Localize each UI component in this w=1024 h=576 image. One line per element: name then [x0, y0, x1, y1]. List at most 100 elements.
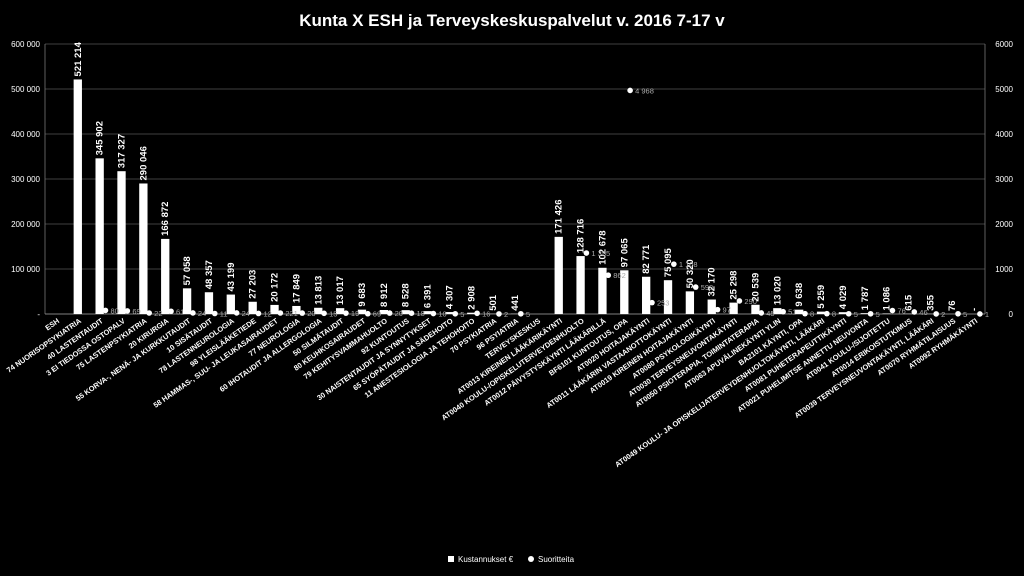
bar	[576, 256, 585, 314]
bar	[620, 270, 629, 314]
dot-point	[211, 310, 218, 317]
bar-value-label: 13 017	[335, 276, 346, 305]
dot-point	[277, 310, 284, 316]
dot-point	[233, 310, 240, 316]
bar	[816, 311, 826, 314]
bar	[357, 309, 367, 314]
dot-value-label: 8	[810, 310, 814, 319]
dot-point	[168, 308, 174, 315]
dot-value-label: 5	[876, 310, 880, 319]
bar	[139, 183, 148, 314]
dot-value-label: 5	[526, 310, 530, 319]
dot-value-label: 16	[482, 309, 490, 318]
bar	[663, 280, 673, 314]
bar	[270, 304, 279, 314]
y2-tick-label: 5000	[995, 85, 1013, 94]
dot-point	[386, 310, 393, 316]
dot-value-label: 18	[417, 309, 425, 318]
dot-value-label: 5	[460, 310, 464, 319]
dot-value-label: 5	[963, 310, 967, 319]
dot-point	[321, 310, 327, 317]
bar-value-label: 521 214	[73, 41, 84, 76]
dot-point	[955, 310, 961, 317]
dot-point	[977, 311, 983, 317]
legend-swatch-bars	[448, 556, 454, 562]
dot-point	[627, 87, 633, 94]
bar-value-label: 32 170	[707, 267, 718, 296]
bar-value-label: 317 327	[117, 134, 128, 168]
y2-tick-label: 0	[1009, 310, 1014, 319]
dot-point	[102, 307, 109, 314]
dot-point	[692, 284, 699, 290]
axes: - 100 000 200 000 300 000 400 000 500 000 600 …	[11, 40, 1013, 319]
bar	[773, 308, 782, 314]
dot-value-label: 2	[941, 310, 945, 319]
legend: Kustannukset € Suoritteita	[448, 555, 575, 564]
dot-point	[714, 306, 721, 313]
bar	[467, 312, 476, 314]
bar-value-label: 57 058	[182, 256, 193, 285]
dot-value-label: 20	[307, 309, 315, 318]
y-tick-label: 200 000	[11, 220, 40, 229]
dot-value-label: 598	[701, 283, 714, 292]
dot-point	[146, 310, 152, 316]
bar-value-label: 102 678	[597, 230, 608, 264]
bar-value-label: 615	[903, 294, 914, 311]
bar	[95, 158, 104, 314]
bar	[401, 310, 410, 314]
y-tick-label: 600 000	[11, 40, 40, 49]
dot-point	[649, 299, 655, 306]
y2-tick-label: 1000	[995, 265, 1013, 274]
bar-value-label: 6 391	[423, 284, 434, 308]
dot-value-label: 253	[657, 299, 670, 308]
dot-point	[845, 310, 852, 317]
dot-value-label: 80	[110, 306, 118, 315]
dot-value-label: 20	[395, 309, 403, 318]
bar	[182, 288, 192, 314]
bar	[117, 171, 126, 314]
dot-point	[605, 272, 612, 279]
dot-point	[911, 309, 918, 315]
bar-value-label: 355	[925, 294, 936, 311]
y2-tick-label: 4000	[995, 130, 1013, 139]
bar-value-label: 17 849	[291, 274, 302, 303]
dot-point	[255, 310, 262, 317]
dot-point	[780, 308, 786, 315]
dot-point	[802, 310, 808, 317]
bar-value-label: 20 172	[270, 273, 281, 302]
bar-value-label: 27 203	[248, 270, 259, 299]
bar-value-label: 501	[488, 294, 499, 311]
dot-value-label: 61	[176, 307, 184, 316]
bar-value-label: 166 872	[160, 202, 171, 236]
dot-value-label: 1	[985, 310, 989, 319]
dot-point	[758, 310, 765, 316]
bar-value-label: 1 787	[860, 286, 871, 310]
bar	[248, 301, 257, 314]
dot-value-label: 22	[154, 309, 162, 318]
dot-value-label: 5	[854, 310, 858, 319]
bar-value-label: -	[969, 308, 980, 311]
bar-value-label: 345 902	[95, 121, 106, 155]
bar-value-label: 128 716	[576, 219, 587, 253]
dot-point	[474, 310, 480, 317]
dot-value-label: 862	[613, 271, 626, 280]
dot-point	[496, 311, 502, 317]
dot-value-label: 19	[351, 309, 359, 318]
bar	[161, 238, 170, 314]
y-tick-label: 300 000	[11, 175, 40, 184]
dot-point	[889, 307, 896, 314]
y2-tick-label: 2000	[995, 220, 1013, 229]
bar	[838, 312, 848, 314]
dot-point	[671, 261, 677, 267]
bar-value-label: 8 912	[379, 283, 390, 307]
bar	[860, 313, 869, 314]
bar-value-label: 2 908	[466, 286, 477, 310]
bar	[423, 311, 432, 314]
bar-value-label: 13 813	[313, 276, 324, 305]
bar	[379, 309, 388, 314]
bar-value-label: 75 095	[663, 247, 674, 277]
bar-value-label: 290 046	[138, 146, 149, 180]
chart-title: Kunta X ESH ja Terveyskeskuspalvelut v. …	[299, 11, 725, 30]
bar	[204, 292, 214, 314]
